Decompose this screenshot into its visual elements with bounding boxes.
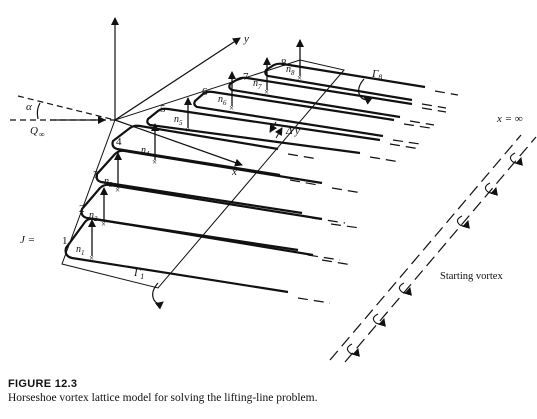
panel-number-3: 3	[93, 169, 99, 181]
gamma-1-circulation	[152, 282, 164, 310]
panel-number-6: 6	[202, 86, 208, 98]
svg-text:×: ×	[115, 185, 120, 195]
normal-label-1: n1	[76, 244, 85, 257]
normal-label-3: n3	[104, 176, 113, 189]
horseshoe-4	[111, 124, 319, 186]
svg-text:×: ×	[101, 219, 106, 229]
normal-label-8: n8	[286, 64, 295, 77]
svg-text:×: ×	[264, 87, 269, 97]
panel-number-2: 2	[79, 203, 85, 215]
panel-number-1: 1	[62, 235, 68, 247]
horseshoe-7	[228, 76, 447, 126]
figure-caption-text: Horseshoe vortex lattice model for solvi…	[8, 392, 318, 404]
j-label: J =	[20, 234, 35, 246]
panel-number-4: 4	[116, 136, 122, 148]
gamma-1-label: Γ1	[133, 267, 144, 281]
horseshoe-5	[146, 107, 421, 163]
svg-text:×: ×	[89, 253, 94, 263]
x-axis-line	[114, 119, 243, 167]
x-axis-label: x	[231, 166, 237, 178]
normal-label-5: n5	[174, 114, 183, 127]
horseshoe-2	[80, 183, 361, 261]
delta-y-label: Δ y	[285, 125, 300, 137]
svg-text:×: ×	[297, 73, 302, 83]
circulation-arrows	[152, 78, 373, 310]
horseshoe-vortices	[64, 62, 459, 304]
panel-number-5: 5	[160, 103, 166, 115]
alpha-arc	[36, 102, 41, 120]
coordinate-axes	[10, 17, 243, 167]
panel-number-8: 8	[281, 57, 287, 69]
freestream-dashed	[17, 95, 116, 121]
normal-label-7: n7	[253, 78, 262, 91]
alpha-label: α	[26, 101, 32, 113]
diagram-labels: y x α Q ∞ x = ∞ J = 1 2 3 4 5 6 7 8 n1 n…	[20, 33, 523, 282]
gamma-8-circulation	[358, 78, 373, 105]
q-inf-label: Q	[30, 125, 38, 137]
q-inf-subscript: ∞	[39, 130, 45, 139]
normal-label-2: n2	[89, 210, 98, 223]
normal-vectors	[88, 39, 304, 256]
panel-number-7: 7	[243, 71, 249, 83]
starting-vortex-label: Starting vortex	[440, 271, 503, 282]
horseshoe-3	[95, 149, 363, 224]
gamma-8-label: Γ8	[371, 68, 382, 82]
normal-label-6: n6	[218, 94, 227, 107]
y-axis-line	[114, 37, 241, 121]
x-inf-label: x = ∞	[496, 113, 523, 125]
y-axis-label: y	[243, 33, 249, 45]
svg-text:×: ×	[185, 125, 190, 135]
normal-label-4: n4	[141, 145, 150, 158]
control-point-marks: × × × × × × × ×	[89, 73, 302, 263]
horseshoe-1	[64, 217, 353, 304]
delta-y-marker	[269, 121, 283, 139]
starting-vortex	[329, 134, 537, 363]
svg-text:×: ×	[229, 103, 234, 113]
svg-text:×: ×	[152, 157, 157, 167]
horseshoe-6	[193, 90, 431, 145]
figure-caption-label: FIGURE 12.3	[8, 378, 78, 390]
